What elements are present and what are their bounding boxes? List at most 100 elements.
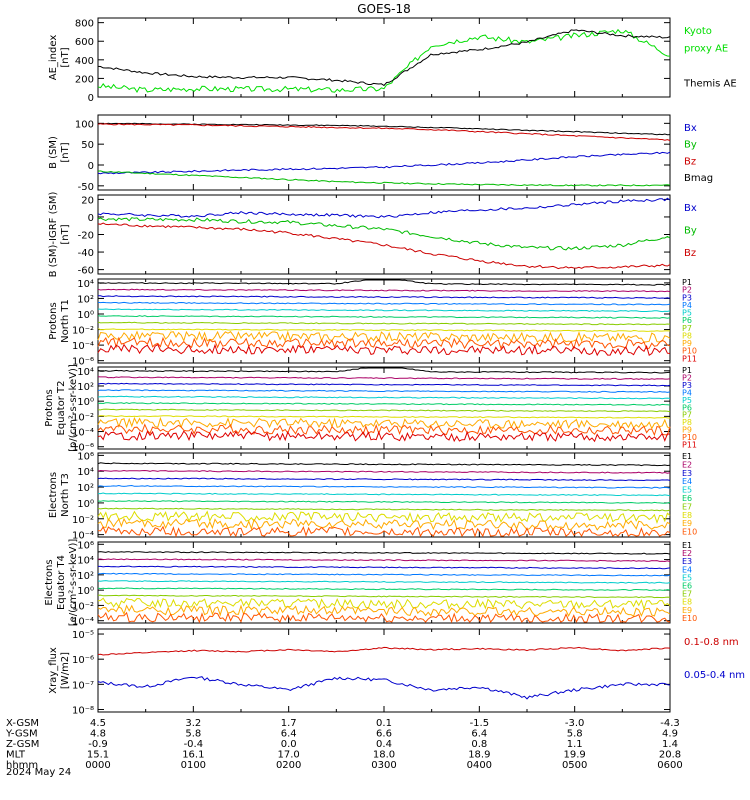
ytick-label: 10² — [77, 483, 94, 494]
ytick-label: -60 — [78, 266, 94, 277]
ephemeris-value: -0.9 — [88, 739, 108, 750]
ephemeris-value: 0400 — [467, 760, 492, 771]
series-channel-7 — [97, 507, 671, 512]
series-channel-6 — [97, 402, 671, 406]
legend-entry: E6 — [682, 582, 692, 591]
ephemeris-value: 4.5 — [90, 718, 106, 729]
series-channel-10 — [97, 525, 671, 538]
series-channel-5 — [97, 395, 671, 400]
ytick-label: 10⁻⁶ — [72, 655, 94, 666]
ephemeris-value: 1.4 — [662, 739, 678, 750]
series-xray-long — [97, 646, 671, 656]
ephemeris-value: 0.0 — [281, 739, 297, 750]
legend-entry: P11 — [682, 354, 697, 363]
ephemeris-value: 5.8 — [567, 729, 583, 740]
series-channel-5 — [97, 580, 671, 584]
series-channel-3 — [97, 382, 671, 387]
ytick-label: 10² — [77, 382, 94, 393]
legend-entry: E9 — [682, 606, 692, 615]
y-axis-label: North T3 — [60, 473, 71, 517]
legend-entry: E4 — [682, 565, 692, 574]
series-channel-6 — [97, 587, 671, 591]
series-channel-4 — [97, 484, 671, 489]
legend-entry: E4 — [682, 477, 692, 486]
legend-entry: E10 — [682, 528, 697, 537]
legend-entry: P6 — [682, 403, 692, 412]
legend-entry: E10 — [682, 614, 697, 623]
ytick-label: 10⁻² — [72, 515, 94, 526]
series-channel-9 — [97, 517, 671, 531]
series-channel-5 — [97, 308, 671, 313]
ytick-label: 10⁻⁴ — [72, 617, 94, 628]
y-axis-label: Protons — [44, 389, 55, 426]
legend-entry: E6 — [682, 494, 692, 503]
ytick-label: 20 — [81, 195, 94, 206]
ytick-label: 10⁰ — [77, 499, 94, 510]
series-channel-3 — [97, 477, 671, 482]
legend-entry: P3 — [682, 381, 692, 390]
ytick-label: 10⁻⁴ — [72, 531, 94, 542]
ytick-label: 10⁰ — [77, 310, 94, 321]
ytick-label: 800 — [75, 19, 94, 30]
ephemeris-value: 18.0 — [373, 750, 395, 761]
ytick-label: 10⁻² — [72, 412, 94, 423]
ytick-label: 0 — [88, 93, 94, 104]
series-channel-9 — [97, 416, 671, 430]
y-axis-label: [W/m2] — [60, 652, 71, 689]
y-axis-label: AE_index — [48, 35, 59, 81]
series-channel-8 — [97, 415, 671, 419]
legend-entry: P2 — [682, 373, 692, 382]
ephemeris-value: -1.5 — [470, 718, 490, 729]
legend-entry: P1 — [682, 278, 692, 287]
legend-entry: E3 — [682, 557, 692, 566]
panel-xray: 10⁻⁵ 10⁻⁶ 10⁻⁷ 10⁻⁸ Xray_flux [W/m2] 0.1-0.8 n… — [48, 628, 745, 716]
series-channel-2 — [97, 558, 671, 563]
legend-entry: E2 — [682, 549, 692, 558]
ytick-label: 10⁴ — [77, 467, 94, 478]
series-channel-1 — [97, 551, 671, 555]
series-bz-igrf — [97, 222, 671, 270]
ephemeris-value: 17.0 — [278, 750, 300, 761]
ephemeris-value: 20.8 — [659, 750, 681, 761]
ytick-label: -20 — [78, 231, 94, 242]
ytick-label: 10⁻⁴ — [72, 341, 94, 352]
date-label: 2024 May 24 — [6, 767, 71, 778]
series-channel-9 — [97, 330, 671, 343]
y-axis-label: Equator T2 — [56, 381, 67, 436]
legend-entry: P10 — [682, 433, 697, 442]
series-channel-6 — [97, 315, 671, 319]
ytick-label: -50 — [78, 182, 94, 193]
y-axis-label: B (SM)-IGRF (SM) — [48, 192, 59, 278]
ytick-label: 50 — [81, 140, 94, 151]
ephemeris-table: X-GSM 4.5 3.2 1.7 0.1 -1.5 -3.0 -4.3 Y-GSM 4.8 5.8… — [5, 718, 683, 771]
ephemeris-label: Y-GSM — [5, 729, 38, 740]
series-by — [97, 170, 671, 187]
ephemeris-value: -0.4 — [184, 739, 204, 750]
ephemeris-value: 3.2 — [185, 718, 201, 729]
series-channel-1 — [97, 279, 671, 286]
ytick-label: 10² — [77, 294, 94, 305]
series-kyoto-proxy-ae — [97, 28, 671, 93]
legend-entry: 0.1-0.8 nm — [684, 637, 739, 648]
series-bx-igrf — [97, 197, 671, 219]
series-channel-8 — [97, 597, 671, 611]
series-channel-8 — [97, 510, 671, 524]
series-by-igrf — [97, 217, 671, 251]
ephemeris-value: 0000 — [85, 760, 110, 771]
ephemeris-value: 6.4 — [471, 729, 487, 740]
ephemeris-value: 4.9 — [662, 729, 678, 740]
panel-bsm: -50 0 50 100 B (SM) [nT] Bx By Bz Bmag — [48, 114, 713, 193]
legend-entry: Bz — [684, 248, 696, 259]
ephemeris-value: 15.1 — [87, 750, 109, 761]
ephemeris-label: X-GSM — [6, 718, 39, 729]
legend-entry: By — [684, 140, 697, 151]
y-axis-label: [nT] — [60, 47, 71, 67]
ephemeris-value: 5.8 — [185, 729, 201, 740]
series-channel-3 — [98, 295, 671, 299]
ephemeris-value: 18.9 — [468, 750, 490, 761]
ephemeris-value: 16.1 — [182, 750, 204, 761]
series-channel-11 — [97, 343, 671, 357]
panel-frame-xray — [97, 628, 671, 713]
legend-entry: E2 — [682, 460, 692, 469]
